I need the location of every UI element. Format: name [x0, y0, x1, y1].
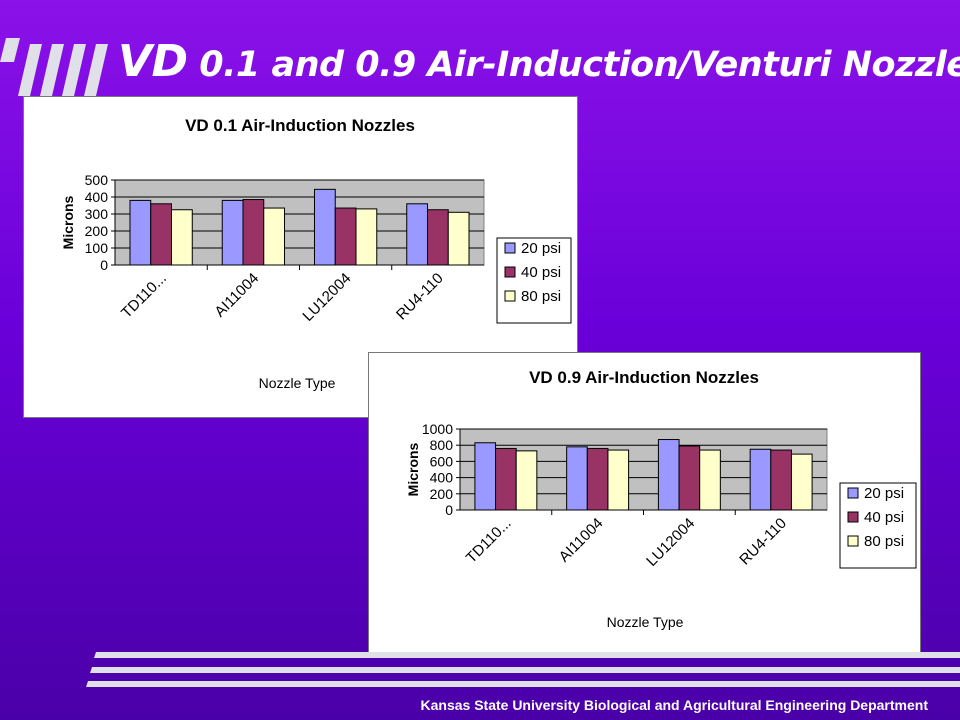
footer-decorative-lines	[86, 652, 960, 687]
chart-title: VD 0.9 Air-Induction Nozzles	[529, 368, 759, 387]
bar-40-psi-3	[426, 209, 449, 266]
bar-20-psi-0	[474, 442, 497, 511]
y-tick-label: 300	[85, 206, 109, 222]
deco-bar	[62, 44, 86, 96]
bar-80-psi-2	[355, 208, 378, 266]
bar-20-psi-1	[566, 446, 588, 511]
y-tick-label: 400	[85, 189, 109, 205]
legend-label: 80 psi	[864, 533, 904, 550]
bar-40-psi-0	[150, 203, 173, 266]
decorative-bars	[0, 38, 108, 96]
legend-label: 80 psi	[521, 288, 561, 305]
deco-bar	[84, 44, 108, 96]
deco-bar	[0, 38, 20, 62]
y-tick-label: 0	[445, 502, 453, 518]
y-tick-label: 600	[430, 453, 454, 469]
footer-line	[90, 667, 960, 673]
x-tick-label: TD110...	[118, 270, 170, 322]
legend-label: 40 psi	[864, 509, 904, 526]
bar-20-psi-0	[129, 199, 152, 266]
deco-bar	[40, 44, 64, 96]
x-tick-label: TD110...	[463, 515, 515, 567]
x-axis-label: Nozzle Type	[259, 375, 336, 391]
legend-swatch	[504, 290, 516, 302]
y-tick-label: 800	[430, 437, 454, 453]
y-tick-label: 200	[430, 486, 454, 502]
bar-20-psi-3	[406, 203, 428, 266]
chart-panel-vd01: VD 0.1 Air-Induction Nozzles 0 100 200 300 40…	[23, 96, 578, 418]
bar-20-psi-1	[221, 199, 244, 266]
bar-40-psi-1	[242, 199, 265, 266]
bar-40-psi-0	[495, 447, 517, 511]
slide-title-rest: 0.1 and 0.9 Air-Induction/Venturi Nozzle…	[187, 45, 960, 85]
x-axis-label: Nozzle Type	[607, 614, 684, 630]
bar-80-psi-1	[263, 207, 286, 266]
y-axis-label: Microns	[405, 442, 421, 496]
footer-text: Kansas State University Biological and A…	[420, 697, 929, 713]
y-tick-label: 1000	[422, 421, 453, 437]
x-tick-label: AI11004	[556, 515, 607, 566]
x-tick-label: RU4-110	[393, 270, 447, 324]
bar-80-psi-3	[790, 453, 813, 511]
bar-40-psi-2	[678, 445, 701, 511]
bar-40-psi-1	[586, 447, 609, 511]
x-tick-label: LU12004	[299, 270, 354, 325]
y-tick-label: 0	[100, 257, 108, 273]
deco-bar	[18, 44, 42, 96]
chart-title: VD 0.1 Air-Induction Nozzles	[185, 116, 415, 135]
bar-20-psi-2	[657, 439, 680, 511]
footer-line	[86, 681, 960, 687]
y-tick-label: 100	[85, 240, 109, 256]
x-tick-label: RU4-110	[736, 515, 790, 569]
bar-20-psi-3	[749, 448, 772, 511]
bar-80-psi-0	[515, 450, 538, 511]
legend-swatch	[504, 242, 516, 254]
legend-label: 40 psi	[521, 264, 561, 281]
slide-title-main: VD	[118, 36, 188, 87]
y-axis-label: Microns	[60, 195, 76, 249]
bar-80-psi-0	[171, 209, 193, 266]
legend-swatch	[847, 535, 859, 547]
y-tick-label: 400	[430, 470, 454, 486]
legend-swatch	[847, 487, 859, 499]
footer-line	[94, 652, 960, 658]
y-tick-label: 200	[85, 223, 109, 239]
x-tick-label: AI11004	[211, 270, 262, 321]
x-tick-label: LU12004	[643, 515, 698, 570]
chart-vd01: VD 0.1 Air-Induction Nozzles010020030040…	[60, 116, 572, 391]
chart-vd09: VD 0.9 Air-Induction Nozzles020040060080…	[405, 368, 917, 630]
legend-swatch	[504, 266, 516, 278]
legend-label: 20 psi	[864, 485, 904, 502]
legend-swatch	[847, 511, 859, 523]
slide-title: VD 0.1 and 0.9 Air-Induction/Venturi Noz…	[118, 36, 960, 87]
legend-label: 20 psi	[521, 240, 561, 257]
bar-40-psi-3	[770, 449, 792, 511]
bar-80-psi-2	[699, 449, 721, 511]
bar-80-psi-1	[607, 449, 630, 511]
chart-panel-vd09: VD 0.9 Air-Induction Nozzles 0 200 400 600 80…	[368, 352, 921, 653]
bar-20-psi-2	[313, 188, 336, 266]
y-tick-label: 500	[85, 172, 109, 188]
bar-40-psi-2	[334, 207, 357, 266]
bar-80-psi-3	[447, 211, 470, 266]
